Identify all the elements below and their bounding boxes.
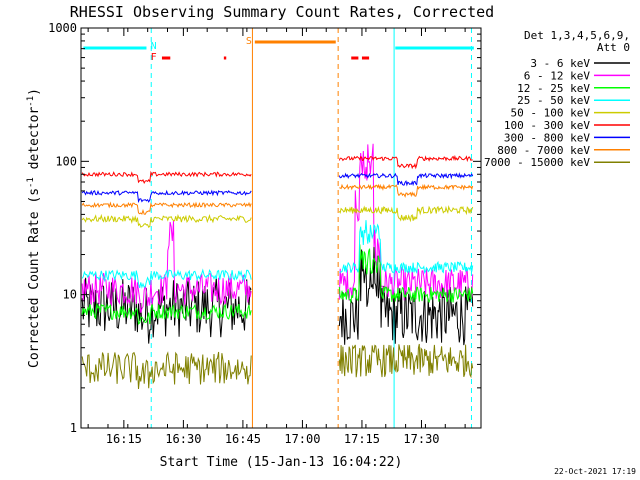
x-axis: 16:15 16:30 16:45 17:00 17:15 17:30 <box>87 28 466 446</box>
series-line <box>81 303 252 326</box>
flare-flag-label: F <box>151 52 157 63</box>
y-label-sup2: -1 <box>26 96 36 107</box>
legend-entry-label: 7000 - 15000 keV <box>484 156 590 169</box>
legend-entry-label: 12 - 25 keV <box>517 82 590 95</box>
footer-date: 22-Oct-2021 17:19 <box>554 467 636 476</box>
status-flags: NF S <box>83 36 474 63</box>
data-gap-markers <box>150 28 472 428</box>
series-line <box>81 213 252 228</box>
series-line <box>81 277 252 344</box>
series-line <box>338 343 474 379</box>
y-label-mid: detector <box>27 107 42 178</box>
series-line <box>338 172 474 187</box>
y-tick-label: 100 <box>55 154 77 168</box>
x-tick-label: 16:15 <box>106 432 142 446</box>
x-axis-label: Start Time (15-Jan-13 16:04:22) <box>160 455 403 470</box>
x-tick-label: 16:45 <box>225 432 261 446</box>
x-tick-label: 17:15 <box>344 432 380 446</box>
series-line <box>81 170 252 185</box>
series-line <box>81 351 252 390</box>
y-tick-label: 1000 <box>48 21 77 35</box>
series-lines <box>81 143 474 390</box>
legend-entry-label: 3 - 6 keV <box>530 57 590 70</box>
legend-entry-label: 25 - 50 keV <box>517 94 590 107</box>
series-line <box>339 183 474 198</box>
series-line <box>338 154 473 170</box>
y-axis: 1 10 100 1000 <box>48 21 481 435</box>
y-label-sup1: -1 <box>26 177 36 188</box>
y-tick-label: 10 <box>63 288 77 302</box>
legend-header-attenuator: Att 0 <box>597 41 630 54</box>
series-line <box>81 189 252 204</box>
legend-header-detectors: Det 1,3,4,5,6,9, <box>524 29 630 42</box>
night-flag-label: N <box>151 41 157 52</box>
series-line <box>81 201 252 215</box>
y-axis-label: Corrected Count Rate (s-1 detector-1) <box>26 88 42 368</box>
legend-entry-label: 50 - 100 keV <box>511 107 591 120</box>
x-tick-label: 17:30 <box>403 432 439 446</box>
x-tick-label: 17:00 <box>284 432 320 446</box>
y-label-end: ) <box>27 88 42 96</box>
legend-entry-label: 800 - 7000 keV <box>497 144 590 157</box>
series-line <box>81 268 252 289</box>
x-tick-label: 16:30 <box>165 432 201 446</box>
y-tick-label: 1 <box>70 421 77 435</box>
legend-entry-label: 6 - 12 keV <box>524 69 591 82</box>
series-line <box>81 220 252 313</box>
y-label-main: Corrected Count Rate (s <box>27 188 42 368</box>
saa-flag-label: S <box>246 36 252 47</box>
series-line <box>338 244 474 304</box>
series-line <box>338 204 474 223</box>
legend-entry-label: 300 - 800 keV <box>504 131 590 144</box>
plot-frame <box>80 27 482 429</box>
chart-title: RHESSI Observing Summary Count Rates, Co… <box>70 3 494 21</box>
legend-entry-label: 100 - 300 keV <box>504 119 590 132</box>
series-line <box>339 220 474 275</box>
